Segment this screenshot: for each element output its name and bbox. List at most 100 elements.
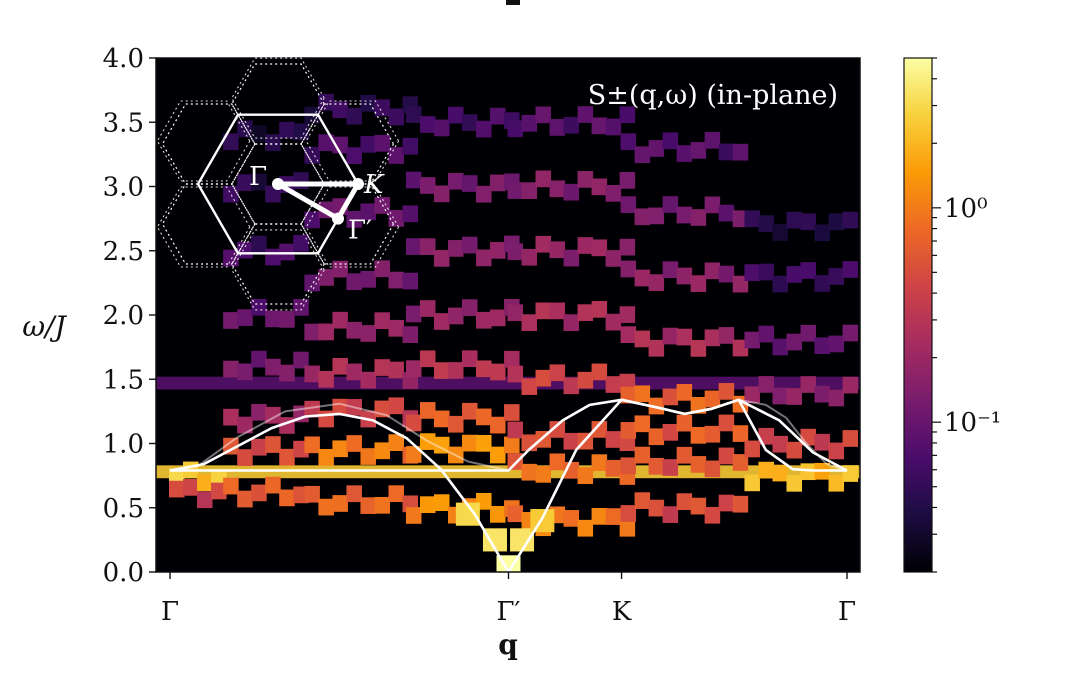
heatmap-cell	[772, 464, 788, 482]
heatmap-cell	[405, 305, 422, 323]
goldstone-cell	[510, 528, 535, 552]
heatmap-cell	[591, 363, 608, 381]
heatmap-cell	[507, 365, 524, 383]
heatmap-cell	[718, 383, 735, 400]
heatmap-cell	[842, 430, 859, 447]
heatmap-cell	[619, 306, 636, 323]
colorbar-bar	[903, 57, 933, 573]
dispersion-curve	[170, 398, 847, 472]
heatmap-cell	[619, 106, 636, 124]
heatmap-cell	[732, 275, 749, 293]
heatmap-cell	[744, 440, 760, 458]
heatmap-cell	[605, 250, 622, 267]
y-tick-label: 0.0	[103, 558, 144, 588]
heatmap-cell	[332, 440, 348, 458]
heatmap-cell	[405, 507, 422, 524]
heatmap-cell	[535, 466, 552, 483]
goldstone-cell	[530, 509, 555, 533]
heatmap-cell	[374, 496, 390, 514]
heatmap-cell	[265, 406, 281, 424]
heatmap-cell	[293, 123, 309, 141]
heatmap-cell	[346, 363, 362, 381]
heatmap-cell	[419, 116, 436, 133]
heatmap-cell	[279, 448, 295, 466]
heatmap-cell	[265, 436, 281, 453]
heatmap-cell	[304, 146, 320, 164]
heatmap-cell	[800, 463, 817, 481]
heatmap-cell	[676, 267, 693, 285]
heatmap-cell	[304, 436, 320, 454]
heatmap-cell	[828, 442, 845, 460]
heatmap-cell	[634, 269, 651, 287]
y-axis-label: ω/J	[22, 310, 67, 343]
heatmap-cell	[447, 362, 464, 379]
heatmap-cell	[662, 261, 679, 279]
heatmap-cell	[800, 324, 817, 342]
heatmap-cell	[476, 492, 492, 510]
heatmap-cell	[504, 436, 520, 454]
heatmap-cell	[507, 453, 524, 470]
heatmap-cell	[433, 185, 450, 203]
heatmap-cell	[433, 313, 450, 330]
heatmap-cell	[634, 492, 651, 509]
heatmap-cell	[374, 359, 390, 376]
heatmap-cell	[814, 224, 831, 242]
heatmap-cell	[388, 319, 404, 337]
heatmap-cell	[535, 369, 552, 387]
heatmap-cell	[662, 424, 679, 441]
heatmap-cell	[620, 505, 637, 522]
heatmap-cell	[563, 510, 580, 527]
heatmap-cell	[814, 433, 831, 451]
heatmap-cell	[360, 270, 376, 288]
heatmap-cell	[332, 101, 348, 119]
heatmap-cell	[462, 236, 478, 254]
heatmap-cell	[304, 400, 320, 418]
heatmap-cell	[447, 307, 464, 325]
heatmap-cell	[718, 494, 735, 512]
heatmap-cell	[577, 519, 594, 537]
heatmap-cell	[507, 182, 524, 199]
heatmap-cell	[662, 388, 679, 406]
heatmap-cell	[447, 106, 464, 124]
heatmap-cell	[169, 480, 185, 498]
heatmap-cell	[676, 493, 693, 510]
heatmap-cell	[648, 499, 665, 517]
heatmap-cell	[490, 309, 506, 327]
heatmap-cell	[758, 325, 774, 343]
heatmap-cell	[265, 310, 281, 328]
heatmap-cell	[690, 426, 707, 444]
heatmap-cell	[744, 386, 760, 404]
heatmap-cell	[251, 173, 267, 191]
heatmap-cell	[521, 463, 538, 481]
heatmap-cell	[405, 414, 422, 432]
heatmap-cell	[800, 262, 817, 279]
heatmap-cell	[346, 273, 362, 291]
heatmap-cell	[634, 385, 651, 403]
heatmap-cell	[462, 114, 478, 131]
y-tick-label: 2.0	[103, 301, 144, 331]
heatmap-cell	[346, 147, 362, 165]
heatmap-cell	[577, 304, 594, 322]
bz-dotted-hex-outer	[231, 57, 325, 139]
heatmap-cell	[690, 456, 707, 473]
heatmap-cell	[388, 434, 404, 451]
y-tick-label: 4.0	[103, 44, 144, 74]
heatmap-cell	[304, 211, 320, 229]
heatmap-cell	[223, 133, 239, 151]
heatmap-cell	[402, 137, 419, 155]
colorbar-tick-label: 10⁰	[944, 194, 988, 224]
heatmap-cell	[828, 213, 845, 231]
heatmap-cell	[251, 125, 267, 143]
y-tick-label: 3.0	[103, 173, 144, 203]
heatmap-cell	[388, 397, 404, 415]
heatmap-cell	[732, 425, 749, 442]
heatmap-cell	[704, 196, 721, 214]
heatmap-cell	[620, 422, 637, 439]
heatmap-cell	[620, 196, 637, 213]
heatmap-cell	[634, 208, 651, 226]
heatmap-cell	[237, 449, 253, 466]
bz-point	[272, 178, 284, 190]
heatmap-cell	[388, 108, 404, 126]
heatmap-cell	[549, 453, 566, 471]
heatmap-cell	[786, 388, 803, 405]
